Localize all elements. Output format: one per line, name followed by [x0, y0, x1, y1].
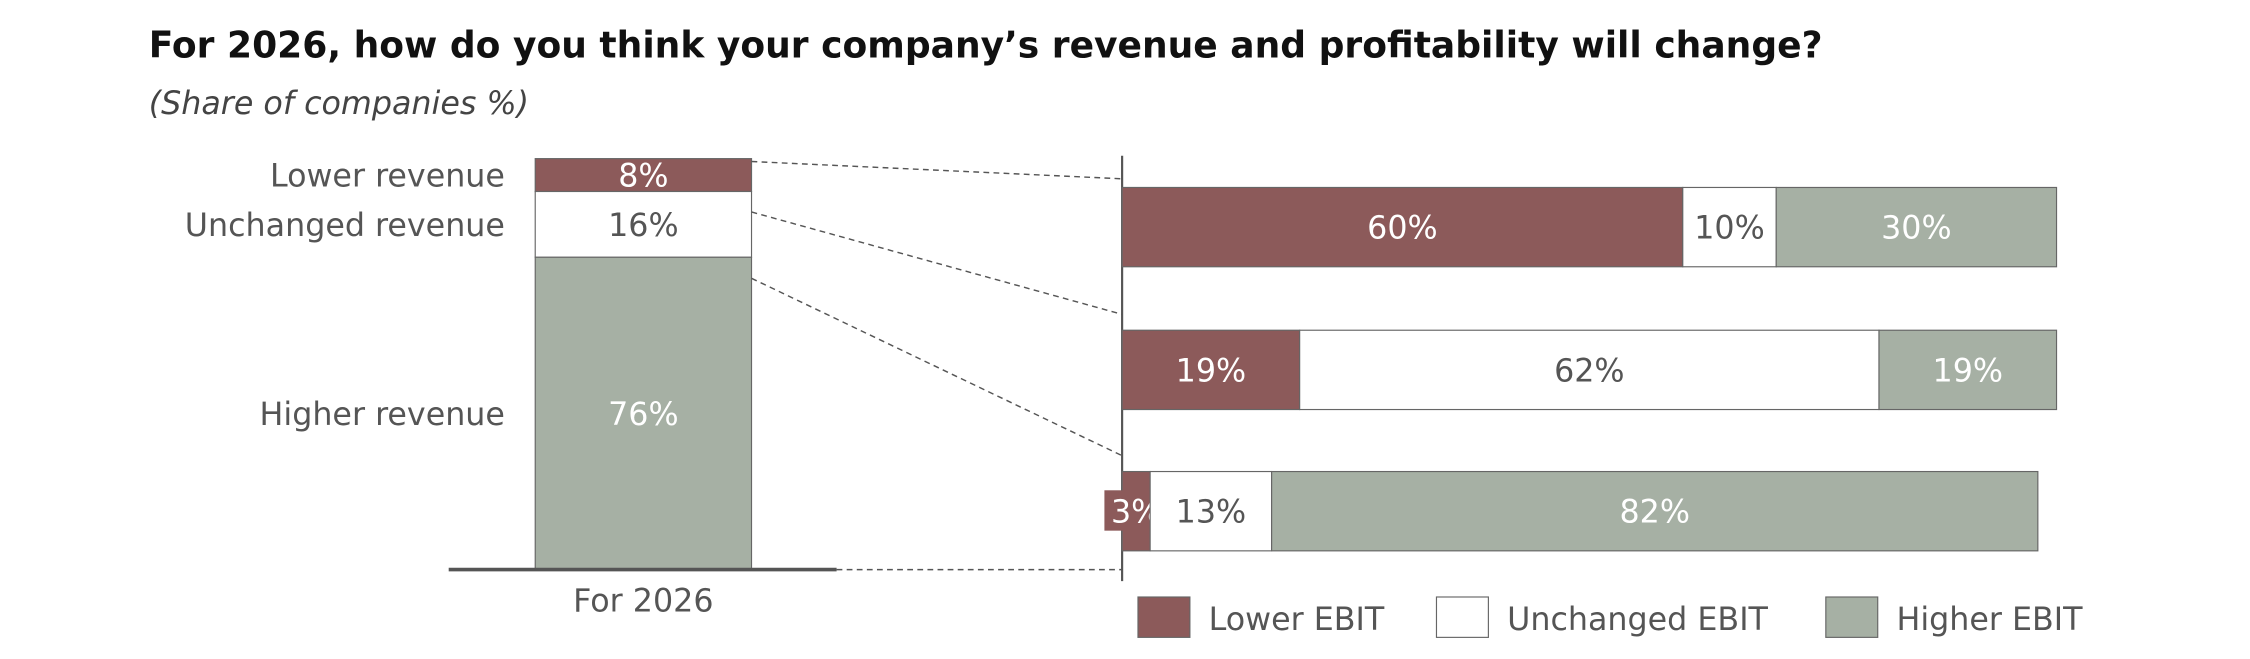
legend-swatch	[1435, 596, 1489, 638]
ebit-bar-segment	[1299, 329, 1880, 411]
connector-line	[751, 160, 1123, 180]
ebit-value-label: 10%	[1694, 211, 1765, 247]
legend-swatch	[1825, 596, 1879, 638]
revenue-bar-segment	[534, 256, 753, 571]
revenue-bar-segment	[534, 158, 753, 193]
ebit-value-label: 13%	[1176, 495, 1246, 531]
revenue-bar-segment	[534, 190, 753, 258]
ebit-bar-segment	[1121, 329, 1301, 411]
ebit-bar-segment	[1775, 186, 2058, 268]
ebit-value-label: 19%	[1933, 353, 2004, 389]
revenue-category-label: Unchanged revenue	[185, 208, 505, 244]
x-tick-label: For 2026	[573, 583, 713, 619]
ebit-value-label: 19%	[1176, 353, 1246, 389]
ebit-bar-segment	[1878, 329, 2058, 411]
ebit-value-label: 30%	[1881, 211, 1952, 247]
ebit-bar-segment	[1271, 470, 2039, 552]
legend-label: Unchanged EBIT	[1507, 602, 1768, 638]
ebit-bar-segment	[1682, 186, 1777, 268]
ebit-value-label: 62%	[1554, 353, 1625, 389]
legend-label: Lower EBIT	[1209, 602, 1385, 638]
ebit-value-label: 82%	[1619, 495, 1690, 531]
legend-swatch	[1137, 596, 1191, 638]
plot-area: 8% Lower revenue 16% Unchanged revenue 76% Hi…	[185, 155, 2083, 638]
chart-title: For 2026, how do you think your company’…	[149, 25, 1823, 67]
ebit-bar-segment	[1149, 470, 1273, 552]
chart-subtitle: (Share of companies %)	[149, 86, 529, 122]
ebit-bar-segment	[1121, 186, 1684, 268]
connector-line	[751, 211, 1123, 316]
revenue-category-label: Higher revenue	[260, 397, 505, 433]
revenue-category-label: Lower revenue	[270, 159, 505, 195]
revenue-value-label: 8%	[618, 159, 668, 195]
legend-label: Higher EBIT	[1896, 602, 2083, 638]
revenue-value-label: 76%	[608, 397, 679, 433]
revenue-value-label: 16%	[608, 208, 679, 244]
ebit-value-label: 60%	[1367, 211, 1437, 247]
connector-line	[751, 277, 1123, 457]
